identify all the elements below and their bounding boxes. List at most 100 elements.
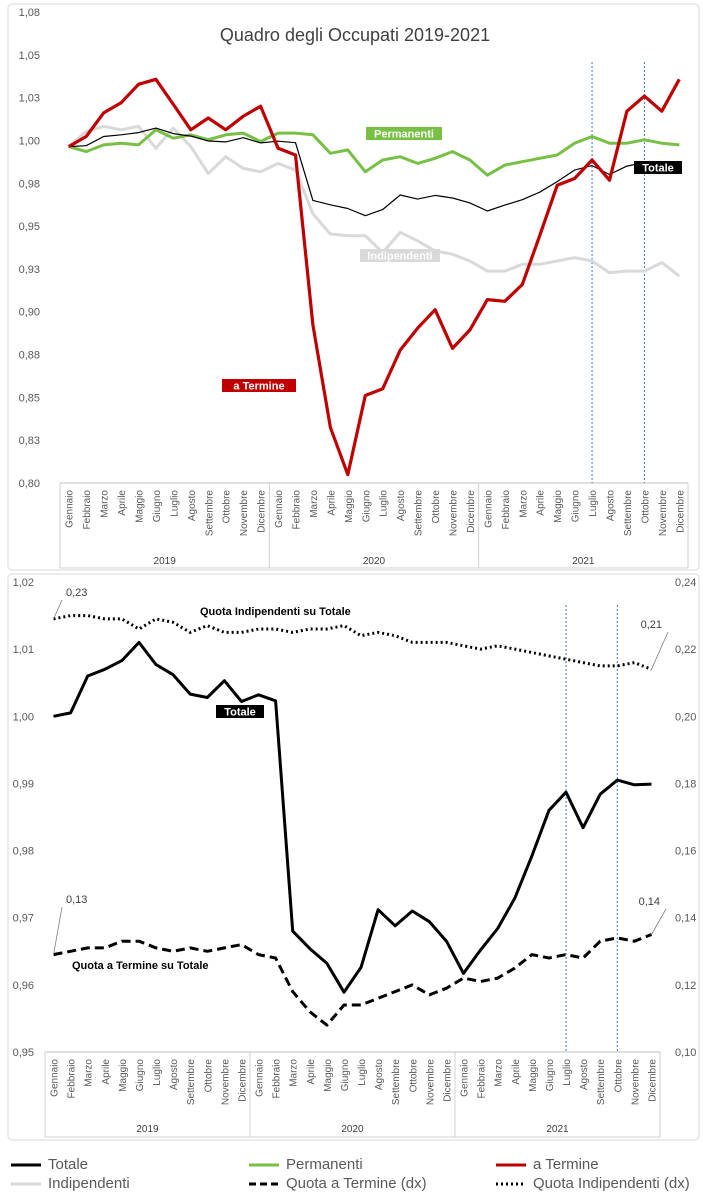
x-tick-label: Aprile [117, 490, 128, 516]
label-totale-bg [634, 161, 682, 174]
x-tick-label: Luglio [357, 1059, 368, 1086]
y-tick-label-left: 1,02 [13, 577, 34, 589]
legend: Totale Permanenti a Termine Indipendenti Quo… [0, 1150, 703, 1200]
x-tick-label: Marzo [494, 1059, 505, 1087]
series-line-permanenti [68, 128, 680, 177]
legend-item: Quota Indipendenti (dx) [495, 1175, 690, 1192]
label-indipendenti-bg [360, 249, 440, 262]
label-termine-bg [222, 379, 296, 392]
legend-item: a Termine [495, 1156, 599, 1173]
y-tick-label-right: 0,22 [675, 644, 696, 656]
x-tick-label: Settembre [391, 1059, 402, 1106]
legend-swatch [249, 1163, 279, 1166]
x-tick-label: Gennaio [65, 490, 76, 528]
x-tick-label: Ottobre [408, 1059, 419, 1093]
y-tick-label-right: 0,16 [675, 846, 696, 858]
chart-frame [7, 573, 700, 1141]
chart-title: Quadro degli Occupati 2019-2021 [220, 25, 490, 45]
x-tick-label: Luglio [588, 490, 599, 517]
x-tick-label: Luglio [152, 1059, 163, 1086]
x-tick-label: Maggio [344, 490, 355, 523]
annotation-termine-start-leader [53, 906, 63, 955]
x-tick-label: Luglio [169, 490, 180, 517]
x-tick-label: Ottobre [640, 490, 651, 524]
series-line-a-termine [67, 77, 681, 477]
label-quota-termine: Quota a Termine su Totale [72, 960, 209, 972]
label-permanenti-bg [366, 127, 442, 140]
legend-item: Permanenti [248, 1156, 363, 1173]
annotation-termine-start: 0,13 [66, 894, 87, 906]
x-tick-label: Giugno [571, 490, 582, 523]
y-tick-label-right: 0,24 [675, 577, 696, 589]
label-quota-indipendenti: Quota Indipendenti su Totale [200, 606, 351, 618]
y-tick-label: 0,85 [19, 392, 40, 404]
annotation-termine-end-leader [651, 908, 667, 935]
y-tick-label: 1,03 [19, 93, 40, 105]
x-tick-label: Dicembre [647, 1059, 658, 1102]
x-tick-label: Gennaio [483, 490, 494, 528]
legend-swatch [496, 1163, 526, 1166]
x-tick-label: Marzo [309, 490, 320, 518]
series-line-totale [68, 127, 680, 217]
y-tick-label-left: 1,01 [13, 644, 34, 656]
x-tick-label: Novembre [449, 490, 460, 537]
y-tick-label-right: 0,12 [675, 980, 696, 992]
legend-swatch [496, 1182, 526, 1185]
annotation-indip-end-leader [651, 631, 669, 670]
x-tick-label: Luglio [379, 490, 390, 517]
x-tick-label: Febbraio [272, 1059, 283, 1099]
x-tick-label: Gennaio [255, 1059, 266, 1097]
y-tick-label: 0,93 [19, 264, 40, 276]
x-tick-label: Novembre [239, 490, 250, 537]
x-tick-label: Gennaio [50, 1059, 61, 1097]
year-label: 2019 [154, 556, 177, 567]
legend-swatch [11, 1182, 41, 1185]
chart-frame [7, 3, 700, 571]
legend-label: Quota a Termine (dx) [286, 1175, 427, 1192]
x-tick-label: Gennaio [460, 1059, 471, 1097]
y-tick-label: 1,08 [19, 7, 40, 19]
y-tick-label: 0,98 [19, 178, 40, 190]
x-tick-label: Febbraio [292, 490, 303, 530]
x-tick-label: Maggio [323, 1059, 334, 1092]
y-tick-label-right: 0,18 [675, 778, 696, 790]
x-tick-label: Maggio [118, 1059, 129, 1092]
legend-label: Indipendenti [48, 1175, 130, 1192]
x-tick-label: Maggio [528, 1059, 539, 1092]
legend-swatch [11, 1163, 41, 1166]
x-tick-label: Gennaio [274, 490, 285, 528]
year-label: 2021 [546, 1124, 569, 1135]
x-tick-label: Giugno [340, 1059, 351, 1092]
x-tick-label: Settembre [204, 490, 215, 537]
x-tick-label: Febbraio [82, 490, 93, 530]
x-tick-label: Giugno [152, 490, 163, 523]
y-tick-label: 0,88 [19, 350, 40, 362]
x-tick-label: Dicembre [675, 490, 686, 533]
y-tick-label-left: 0,97 [13, 913, 34, 925]
x-tick-label: Maggio [135, 490, 146, 523]
legend-item: Totale [10, 1156, 88, 1173]
year-label: 2021 [572, 556, 595, 567]
annotation-indip-start: 0,23 [66, 587, 87, 599]
y-tick-label: 0,90 [19, 307, 40, 319]
x-tick-label: Novembre [425, 1059, 436, 1106]
series-line-totale [53, 640, 652, 994]
x-tick-label: Agosto [374, 1059, 385, 1091]
legend-label: Quota Indipendenti (dx) [533, 1175, 690, 1192]
x-tick-label: Maggio [553, 490, 564, 523]
label-totale: Totale [642, 163, 674, 175]
x-tick-label: Agosto [606, 490, 617, 522]
y-tick-label: 0,95 [19, 221, 40, 233]
x-tick-label: Agosto [579, 1059, 590, 1091]
legend-label: Totale [48, 1156, 89, 1173]
x-tick-label: Marzo [289, 1059, 300, 1087]
legend-label: a Termine [533, 1156, 599, 1173]
annotation-indip-end: 0,21 [641, 619, 662, 631]
y-tick-label-left: 1,00 [13, 711, 34, 723]
label-totale: Totale [224, 707, 256, 719]
series-line-quota-indipendenti-dx- [53, 614, 653, 671]
x-tick-label: Novembre [630, 1059, 641, 1106]
y-tick-label: 0,83 [19, 435, 40, 447]
series-line-indipendenti [67, 124, 681, 278]
x-tick-label: Febbraio [501, 490, 512, 530]
